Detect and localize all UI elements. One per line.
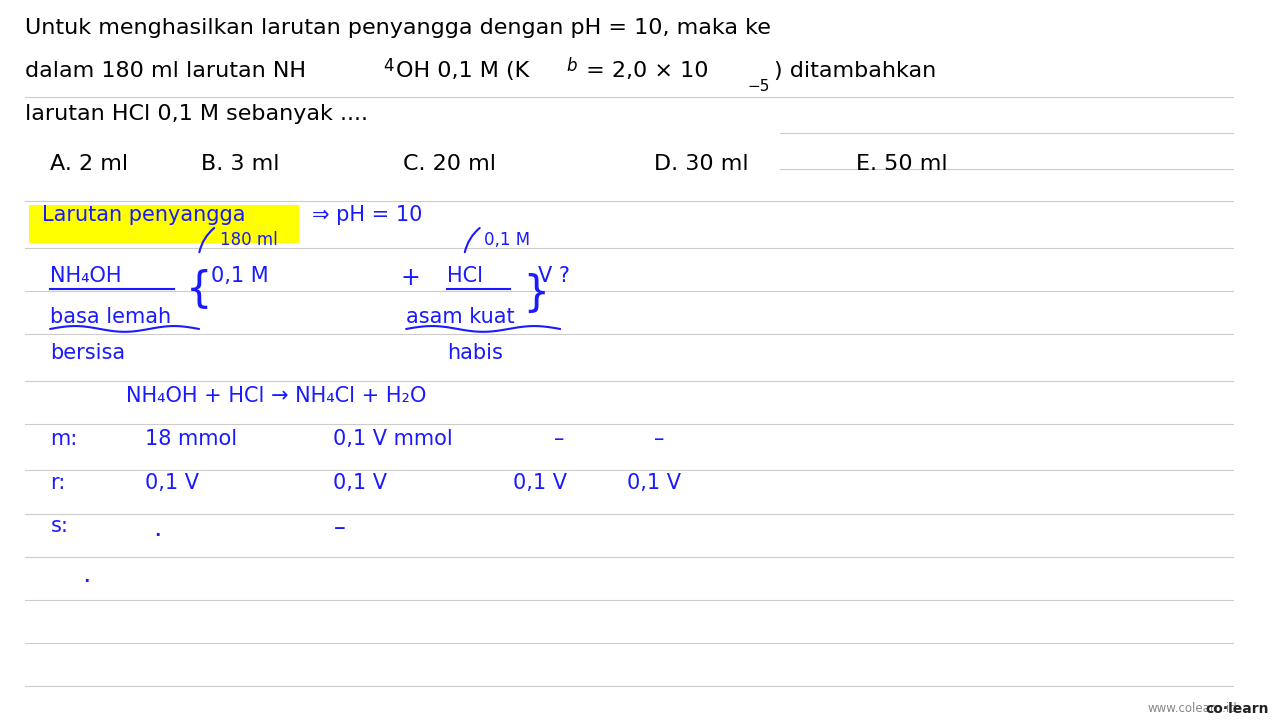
Text: V ?: V ? — [539, 266, 571, 286]
Text: dalam 180 ml larutan NH: dalam 180 ml larutan NH — [26, 61, 306, 81]
Text: 0,1 M: 0,1 M — [211, 266, 269, 286]
Text: = 2,0 × 10: = 2,0 × 10 — [579, 61, 708, 81]
Text: 0,1 V mmol: 0,1 V mmol — [333, 430, 453, 449]
Text: b: b — [566, 58, 577, 76]
Text: OH 0,1 M (K: OH 0,1 M (K — [397, 61, 530, 81]
Text: –: – — [654, 430, 664, 449]
Text: 4: 4 — [384, 58, 394, 76]
Text: Larutan penyangga: Larutan penyangga — [41, 204, 244, 225]
Text: –: – — [333, 516, 346, 540]
Text: m:: m: — [50, 430, 78, 449]
Text: 180 ml: 180 ml — [220, 231, 278, 249]
Text: NH₄OH + HCl → NH₄Cl + H₂O: NH₄OH + HCl → NH₄Cl + H₂O — [125, 387, 426, 406]
Text: −5: −5 — [748, 79, 769, 94]
Text: bersisa: bersisa — [50, 343, 125, 364]
Text: habis: habis — [447, 343, 503, 364]
Text: 0,1 V: 0,1 V — [627, 472, 681, 492]
Text: E. 50 ml: E. 50 ml — [855, 154, 947, 174]
Text: A. 2 ml: A. 2 ml — [50, 154, 128, 174]
Text: larutan HCl 0,1 M sebanyak ....: larutan HCl 0,1 M sebanyak .... — [26, 104, 369, 124]
Text: NH₄OH: NH₄OH — [50, 266, 122, 286]
Text: D. 30 ml: D. 30 ml — [654, 154, 749, 174]
Text: 0,1 V: 0,1 V — [513, 472, 567, 492]
Text: –: – — [553, 430, 564, 449]
Text: .: . — [154, 516, 163, 541]
Text: www.colearn.id: www.colearn.id — [1147, 703, 1238, 716]
Text: 0,1 V: 0,1 V — [333, 472, 388, 492]
Text: 18 mmol: 18 mmol — [145, 430, 237, 449]
Text: +: + — [401, 266, 420, 289]
Text: co·learn: co·learn — [1206, 703, 1268, 716]
Text: .: . — [82, 562, 91, 588]
Text: HCl: HCl — [447, 266, 483, 286]
Text: r:: r: — [50, 472, 65, 492]
FancyBboxPatch shape — [29, 205, 300, 243]
Text: 0,1 V: 0,1 V — [145, 472, 198, 492]
Text: C. 20 ml: C. 20 ml — [403, 154, 495, 174]
Text: {: { — [186, 269, 212, 311]
Text: basa lemah: basa lemah — [50, 307, 172, 328]
Text: ⇒ pH = 10: ⇒ pH = 10 — [312, 204, 422, 225]
Text: 0,1 M: 0,1 M — [484, 231, 530, 249]
Text: asam kuat: asam kuat — [406, 307, 515, 328]
Text: ) ditambahkan: ) ditambahkan — [774, 61, 936, 81]
Text: B. 3 ml: B. 3 ml — [201, 154, 280, 174]
Text: {: { — [513, 269, 540, 311]
Text: Untuk menghasilkan larutan penyangga dengan pH = 10, maka ke: Untuk menghasilkan larutan penyangga den… — [26, 18, 771, 38]
Text: s:: s: — [50, 516, 68, 536]
